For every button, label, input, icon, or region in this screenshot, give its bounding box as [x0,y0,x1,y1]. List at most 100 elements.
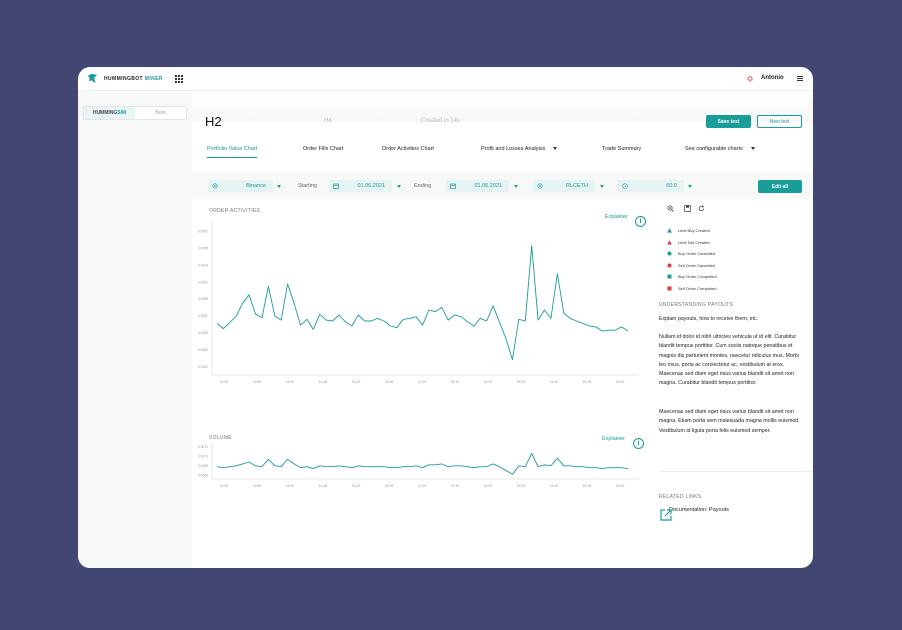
volume-x-tick-label: 13:55 [253,484,262,488]
tab-portfolio-value[interactable]: Portfolio Value Chart [207,146,258,158]
activity-x-tick-label: 15:20 [484,380,493,384]
understanding-intro: Explain payouts, how to receive them, et… [659,316,759,322]
clock-icon [622,183,628,189]
triangle-marker-icon [667,228,672,233]
activity-y-tick-label: 0.0091 [198,280,208,284]
volume-x-tick-label: 13:00 [220,484,229,488]
top-bar: HUMMINGBOT MINER Antonio [78,67,813,91]
chevron-down-icon[interactable] [514,185,518,188]
mode-beta[interactable]: Beta [155,110,166,116]
volume-chart: 0.0071 0.0070 0.0069 0.0068 13:00 13:55 14:50 1… [198,443,639,488]
menu-icon[interactable] [797,76,803,81]
activity-y-tick-label: 0.0083 [198,348,208,352]
new-test-button[interactable]: New test [757,115,802,128]
volume-x-tick-label: 15:20 [484,484,493,488]
interval-input[interactable]: 60.0 [618,180,684,192]
volume-y-tick-label: 0.0070 [198,455,208,459]
chevron-down-icon[interactable] [600,185,604,188]
chevron-down-icon [553,147,558,151]
activity-x-tick-label: 13:55 [253,380,262,384]
refresh-icon[interactable] [698,205,705,212]
legend-label: Limit Buy Created [678,228,710,234]
understanding-paragraph-2: Maecenas sed diam eget risus varius blan… [659,409,800,434]
grid-icon[interactable] [175,75,183,83]
volume-x-tick-label: 15:10 [418,484,427,488]
order-activities-title: ORDER ACTIVITIES [209,208,261,214]
gear-icon [212,183,218,189]
related-links-title: RELATED LINKS [659,494,702,500]
page-title: H2 [205,114,222,129]
chevron-down-icon[interactable] [397,185,401,188]
page-subtitle: H4 [324,118,332,124]
chevron-down-icon [750,147,755,151]
order-activities-chart: 0.0097 0.0095 0.0093 0.0091 0.0089 0.0087 0.00… [198,221,639,384]
info-icon[interactable]: i [633,438,644,449]
hummingbird-logo [87,73,98,84]
sidebar: HUMMING SIM Beta [78,91,192,568]
square-marker-icon [667,274,672,279]
legend-label: Buy Order Cancelled [678,251,716,257]
explainer-link[interactable]: Explainer [605,214,628,220]
legend-item: Buy Order Cancelled [667,248,717,260]
calendar-icon [333,183,339,189]
activity-x-tick-label: 15:35 [583,380,592,384]
activity-x-tick-label: 15:30 [550,380,559,384]
chevron-down-icon[interactable] [277,185,281,188]
volume-x-tick-label: 15:00 [352,484,361,488]
mode-hummingsim[interactable]: HUMMING SIM [84,107,135,119]
end-date-input[interactable]: 01.06.2021 [446,180,509,192]
exchange-select[interactable]: Binance [208,180,273,192]
activity-x-tick-label: 13:00 [220,380,229,384]
circle-marker-icon [667,263,672,267]
tab-trade-summary[interactable]: Trade Summary [602,146,642,152]
chart-tabs: Portfolio Value Chart Order Fills Chart … [192,146,813,162]
volume-y-tick-label: 0.0069 [198,464,208,468]
activity-y-tick-label: 0.0087 [198,314,208,318]
tab-order-fills[interactable]: Order Fills Chart [303,146,344,152]
circle-marker-icon [667,251,672,256]
chart-legend: Limit Buy Created Limit Sell Created Buy O… [667,225,717,294]
legend-label: Sell Order Completed [678,285,717,291]
tab-configurable-charts[interactable]: See configurable charts [685,146,755,152]
square-marker-icon [667,286,672,290]
start-date-input[interactable]: 01.06.2021 [329,180,392,192]
zoom-icon[interactable] [667,205,674,212]
documentation-link[interactable]: Documentation: Payouts [669,507,729,513]
mode-toggle: HUMMING SIM Beta [83,106,187,120]
edit-all-button[interactable]: Edit all [758,180,802,193]
pair-select[interactable]: RLCETH [533,180,595,192]
legend-item: Limit Buy Created [667,225,717,237]
explainer-link[interactable]: Explainer [602,436,625,442]
volume-series-line [216,453,629,475]
activity-y-tick-label: 0.0095 [198,247,208,251]
activity-x-tick-label: 15:10 [418,380,427,384]
volume-x-tick-label: 15:30 [550,484,559,488]
legend-label: Limit Sell Created [678,239,710,245]
activity-x-tick-label: 15:40 [616,380,625,384]
legend-item: Sell Order Cancelled [667,260,717,272]
understanding-title: UNDERSTANDING PAYOUTS [659,302,734,308]
info-icon[interactable]: i [635,216,646,227]
created-time: Created in 14s [421,118,461,124]
bell-icon[interactable] [747,75,753,82]
volume-x-tick-label: 15:25 [517,484,526,488]
app-window: HUMMINGBOT MINER Antonio HUMMING SIM Beta… [78,67,813,568]
save-test-button[interactable]: Save test [706,115,751,128]
tab-order-activities[interactable]: Order Activities Chart [382,146,434,152]
brand-name[interactable]: HUMMINGBOT MINER [104,76,163,82]
activity-x-tick-label: 15:00 [352,380,361,384]
calendar-icon [450,183,456,189]
save-icon[interactable] [684,205,691,212]
tab-profit-loss[interactable]: Profit and Losses Analysis [481,146,558,152]
activity-y-tick-label: 0.0093 [198,263,208,267]
volume-y-tick-label: 0.0068 [198,473,208,477]
activity-y-tick-label: 0.0085 [198,331,208,335]
volume-x-tick-label: 15:40 [616,484,625,488]
external-link-icon[interactable] [659,508,673,522]
legend-label: Buy Order Completed [678,274,717,280]
activity-x-tick-label: 14:50 [286,380,295,384]
main-content: H2 H4 Created in 14s Save test New test … [192,91,813,568]
gear-icon [537,183,543,189]
chevron-down-icon[interactable] [688,185,692,188]
user-name[interactable]: Antonio [761,75,784,81]
